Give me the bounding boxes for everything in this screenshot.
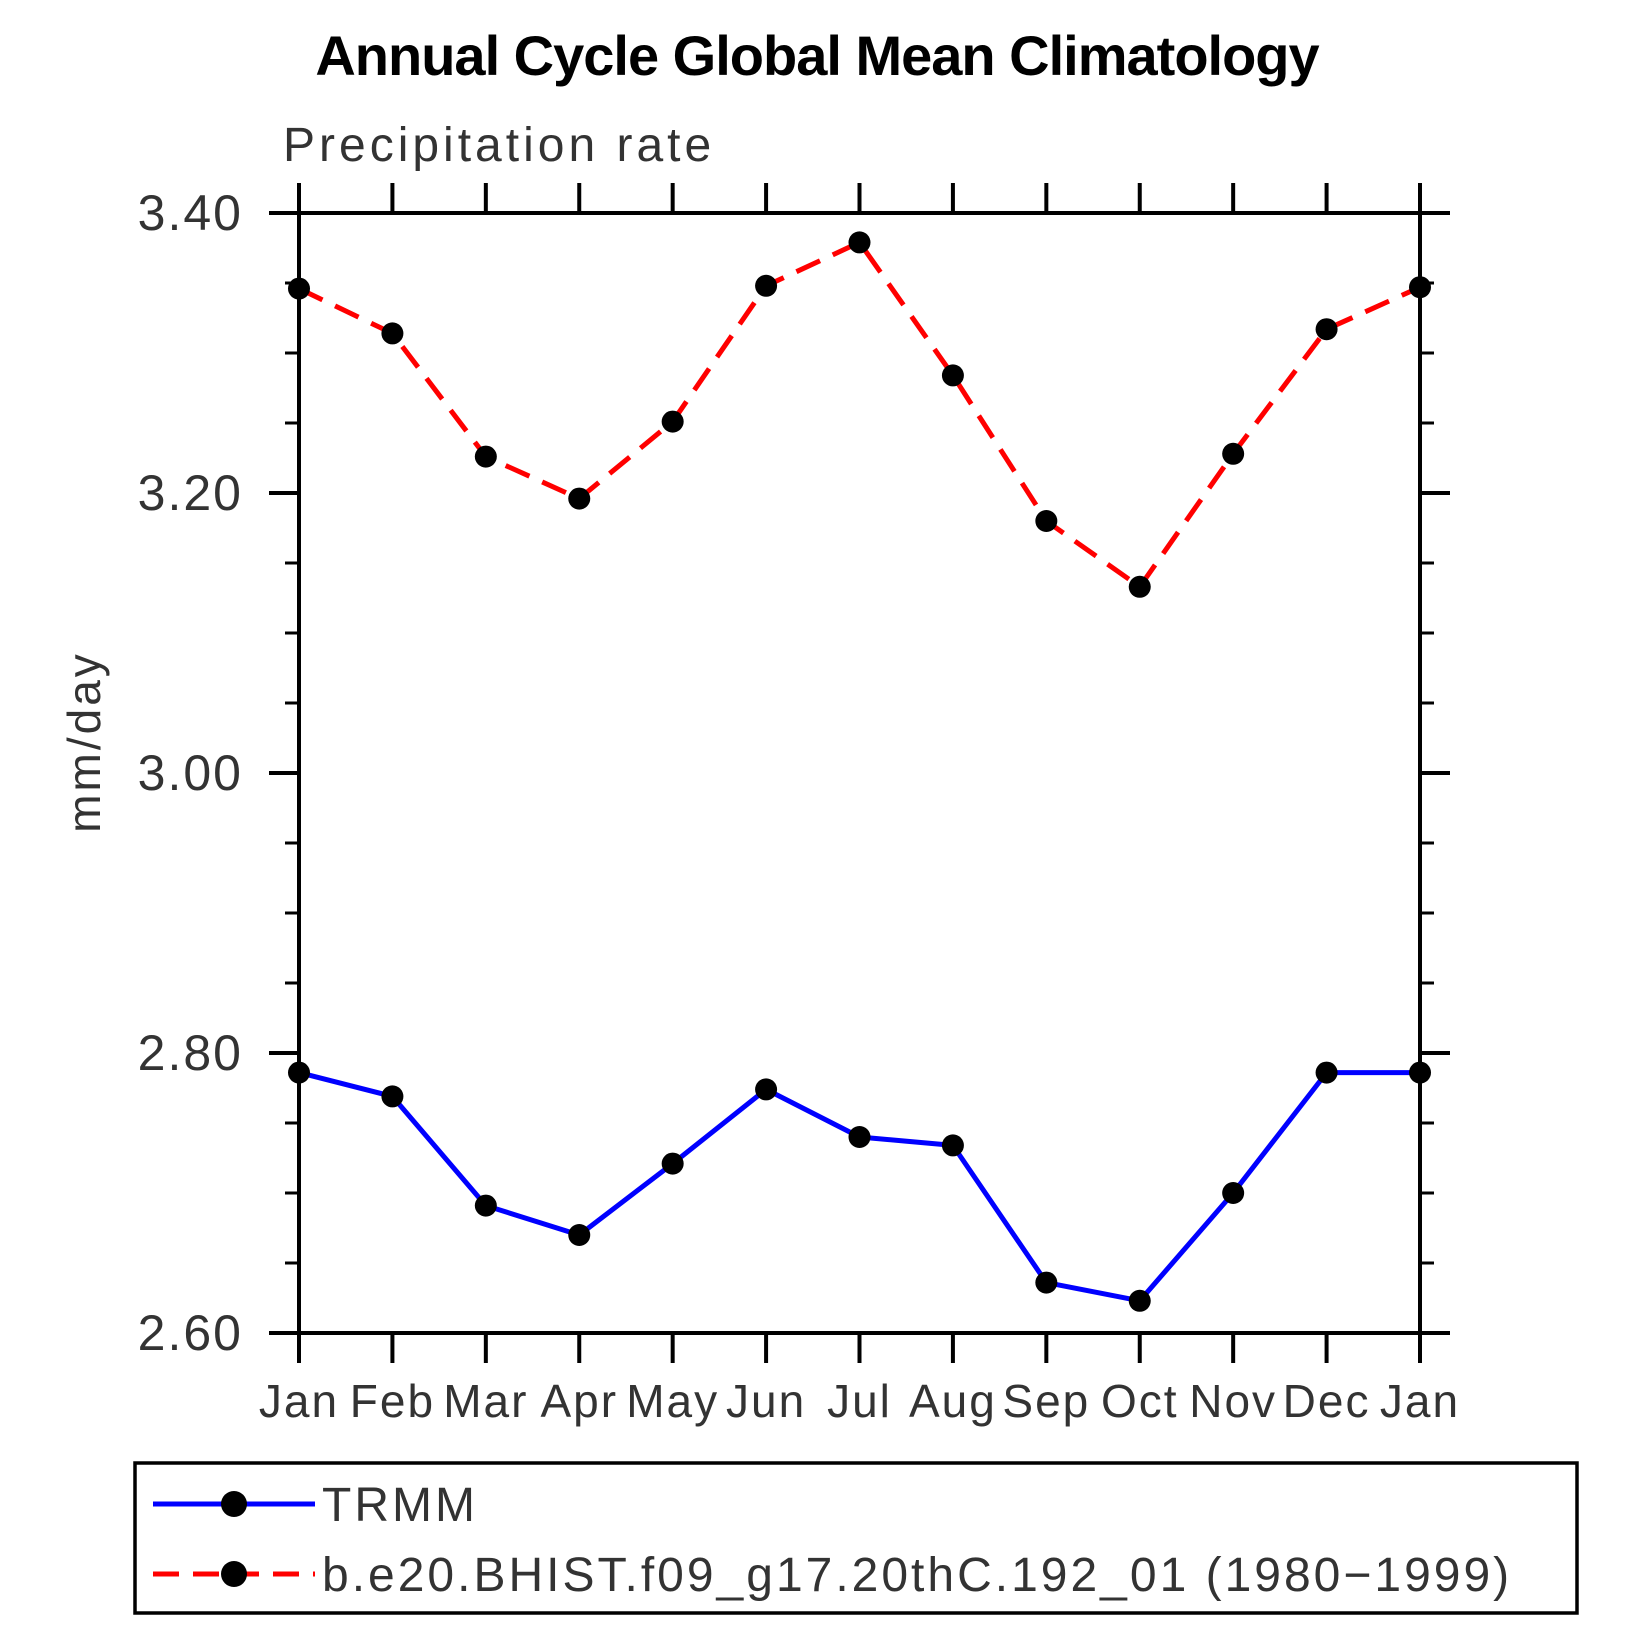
data-point-model-mar-2 bbox=[474, 445, 497, 468]
y-tick-label: 3.00 bbox=[138, 745, 243, 801]
y-tick-label: 2.60 bbox=[138, 1305, 243, 1361]
data-point-model-may-4 bbox=[661, 410, 684, 433]
legend-marker-circle-icon bbox=[221, 1491, 247, 1517]
data-point-model-feb-1 bbox=[381, 322, 404, 345]
data-point-trmm-jul-6 bbox=[848, 1126, 871, 1148]
data-point-trmm-may-4 bbox=[661, 1152, 684, 1175]
data-point-model-sep-8 bbox=[1035, 510, 1058, 532]
legend-label-model: b.e20.BHIST.f09_g17.20thC.192_01 (1980−1… bbox=[322, 1549, 1512, 1602]
x-tick-label: Aug bbox=[909, 1375, 997, 1427]
x-tick-label: Feb bbox=[350, 1375, 435, 1427]
y-tick-label: 2.80 bbox=[138, 1025, 243, 1081]
x-tick-label: Nov bbox=[1189, 1375, 1277, 1427]
x-tick-label: Dec bbox=[1283, 1375, 1371, 1427]
x-tick-label: Jul bbox=[827, 1375, 892, 1427]
y-tick-label: 3.20 bbox=[138, 465, 243, 521]
x-tick-label: Jun bbox=[726, 1375, 806, 1427]
data-point-trmm-jan-12 bbox=[1409, 1061, 1431, 1084]
series-line-trmm bbox=[298, 1070, 1420, 1304]
data-point-trmm-jun-5 bbox=[755, 1078, 778, 1101]
data-point-model-jul-6 bbox=[848, 231, 871, 254]
x-tick-label: May bbox=[626, 1375, 719, 1427]
data-point-model-oct-9 bbox=[1128, 575, 1151, 598]
data-point-model-dec-11 bbox=[1315, 318, 1338, 341]
x-tick-labels: Jan Feb Mar Apr May Jun Jul Aug Sep Oct Nov Dec Jan bbox=[259, 1375, 1460, 1427]
data-point-trmm-jan-0 bbox=[288, 1061, 310, 1084]
data-series bbox=[288, 231, 1431, 1312]
legend: TRMM b.e20.BHIST.f09_g17.20thC.192_01 (1… bbox=[133, 1461, 1579, 1615]
x-tick-label: Jan bbox=[1380, 1375, 1460, 1427]
data-point-model-nov-10 bbox=[1222, 442, 1245, 465]
chart-subtitle: Precipitation rate bbox=[283, 119, 715, 172]
chart-title: Annual Cycle Global Mean Climatology bbox=[315, 24, 1319, 87]
x-tick-label: Oct bbox=[1101, 1375, 1179, 1427]
legend-label-trmm: TRMM bbox=[322, 1479, 478, 1532]
series-line-model bbox=[297, 239, 1422, 590]
data-point-trmm-oct-9 bbox=[1128, 1289, 1151, 1312]
x-tick-label: Mar bbox=[443, 1375, 528, 1427]
data-point-trmm-apr-3 bbox=[568, 1224, 591, 1246]
axis-ticks bbox=[269, 183, 1450, 1363]
data-point-model-aug-7 bbox=[941, 364, 964, 387]
y-axis-title: mm/day bbox=[58, 651, 110, 833]
data-point-model-jan-0 bbox=[288, 277, 310, 300]
legend-item-trmm: TRMM bbox=[153, 1479, 478, 1532]
y-tick-label: 3.40 bbox=[138, 185, 243, 241]
data-point-model-jan-12 bbox=[1409, 276, 1431, 299]
x-tick-label: Sep bbox=[1002, 1375, 1090, 1427]
data-point-trmm-nov-10 bbox=[1222, 1182, 1245, 1204]
data-point-model-apr-3 bbox=[568, 487, 591, 510]
legend-item-model: b.e20.BHIST.f09_g17.20thC.192_01 (1980−1… bbox=[153, 1549, 1512, 1602]
legend-marker-circle-icon bbox=[221, 1561, 247, 1587]
data-point-trmm-dec-11 bbox=[1315, 1061, 1338, 1084]
data-point-trmm-feb-1 bbox=[381, 1085, 404, 1108]
data-point-trmm-mar-2 bbox=[474, 1194, 497, 1217]
legend-box bbox=[133, 1461, 1579, 1615]
data-point-model-jun-5 bbox=[755, 274, 778, 297]
data-point-trmm-aug-7 bbox=[941, 1134, 964, 1157]
x-tick-label: Apr bbox=[540, 1375, 618, 1427]
x-tick-label: Jan bbox=[259, 1375, 339, 1427]
y-tick-labels: 2.60 2.80 3.00 3.20 3.40 bbox=[138, 185, 243, 1361]
data-point-trmm-sep-8 bbox=[1035, 1271, 1058, 1294]
